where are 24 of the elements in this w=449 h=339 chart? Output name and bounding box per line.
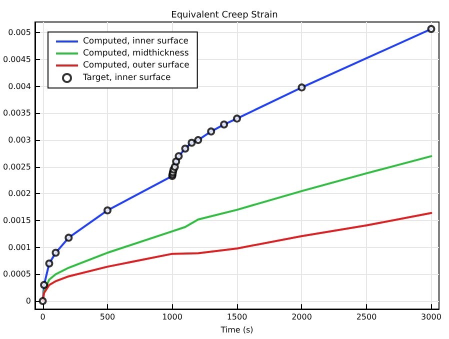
legend-label: Target, inner surface xyxy=(82,73,171,83)
y-tick-label: 0.0015 xyxy=(2,216,31,226)
legend-label: Computed, inner surface xyxy=(83,36,189,46)
x-tick-label: 1000 xyxy=(162,312,182,322)
y-tick-label: 0.0035 xyxy=(2,108,31,118)
x-tick-label: 1500 xyxy=(226,312,248,322)
y-tick-label: 0.0045 xyxy=(2,55,31,64)
y-tick-label: 0.0005 xyxy=(2,270,31,279)
y-tick-label: 0.0025 xyxy=(2,162,31,172)
y-tick-label: 0.005 xyxy=(8,28,31,38)
x-axis-title: Time (s) xyxy=(220,326,254,334)
legend-label: Computed, midthickness xyxy=(83,48,190,58)
x-tick-label: 2000 xyxy=(292,312,312,322)
x-tick-label: 0 xyxy=(40,312,46,322)
y-tick-label: 0.001 xyxy=(8,242,31,252)
y-tick-label: 0.003 xyxy=(8,136,31,145)
y-tick-label: 0 xyxy=(26,296,31,306)
x-tick-label: 3000 xyxy=(421,312,442,322)
chart-title: Equivalent Creep Strain xyxy=(171,10,278,20)
y-tick-label: 0.004 xyxy=(8,82,31,91)
legend-label: Computed, outer surface xyxy=(83,60,190,70)
x-tick-label: 2500 xyxy=(356,312,377,322)
y-tick-label: 0.002 xyxy=(8,189,31,198)
x-tick-label: 500 xyxy=(100,312,116,322)
